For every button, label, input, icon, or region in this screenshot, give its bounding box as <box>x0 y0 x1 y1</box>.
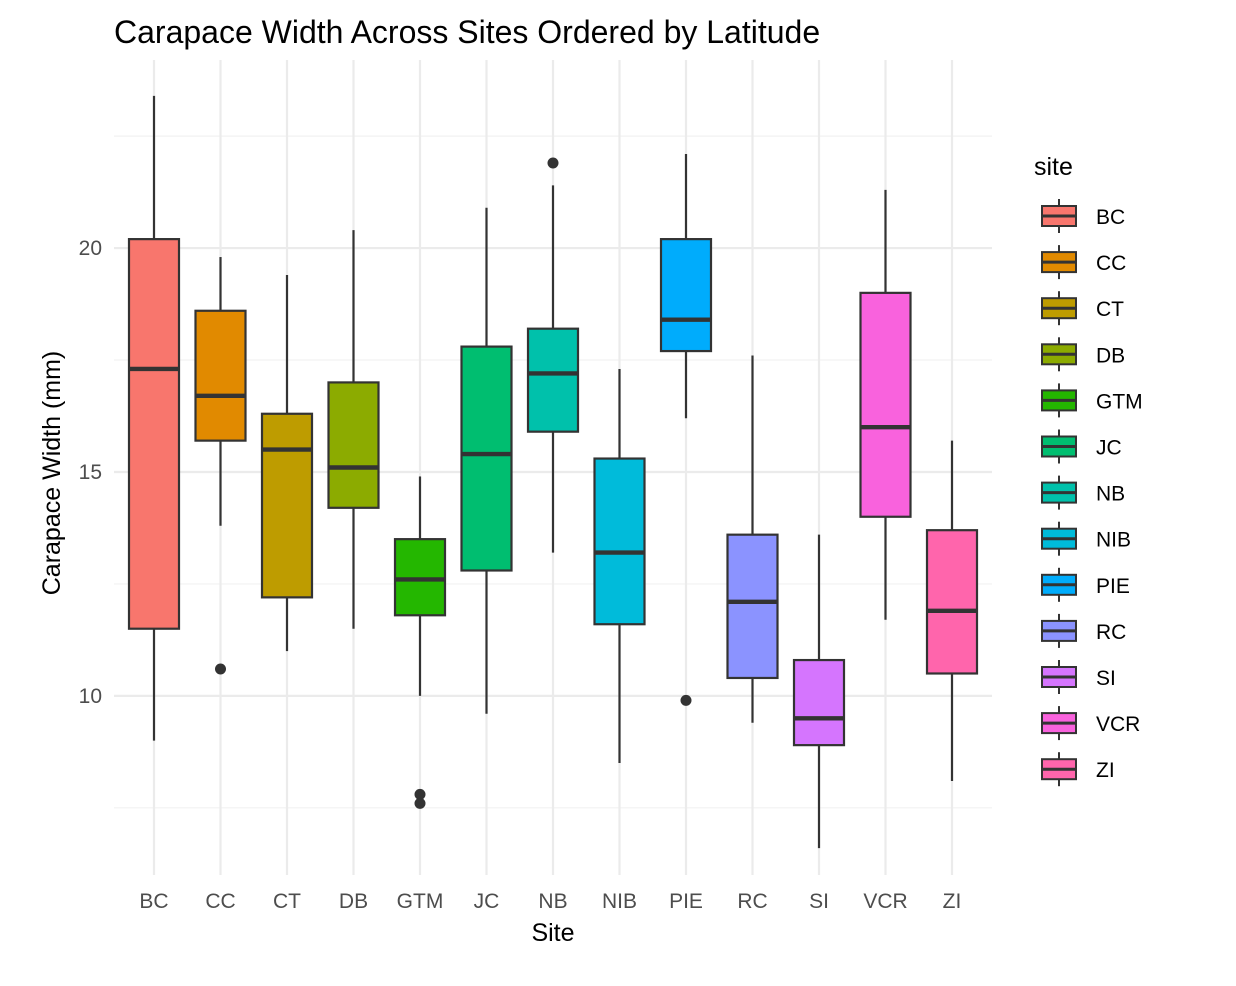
legend-label: PIE <box>1096 575 1130 598</box>
y-tick-label: 10 <box>79 685 102 708</box>
legend-label: NIB <box>1096 529 1131 552</box>
x-tick-label: NB <box>538 890 567 913</box>
legend-label: CT <box>1096 298 1124 321</box>
y-axis-ticks: 10 15 20 <box>79 237 102 708</box>
box-pie <box>659 154 713 706</box>
box-cc <box>194 257 247 675</box>
box-iqr <box>393 538 447 617</box>
legend-label: CC <box>1096 252 1126 275</box>
legend-item-cc: CC <box>1041 245 1126 280</box>
x-tick-label: PIE <box>669 890 703 913</box>
legend: site BC CC CT DB GTM JC NB NIB PIE RC SI VCR ZI <box>1034 153 1143 787</box>
x-tick-label: ZI <box>943 890 962 913</box>
x-tick-label: DB <box>339 890 368 913</box>
outlier-point <box>547 157 559 169</box>
outlier-point <box>414 788 426 800</box>
legend-label: RC <box>1096 621 1126 644</box>
legend-item-zi: ZI <box>1041 752 1115 787</box>
box-iqr <box>460 345 513 572</box>
box-bc <box>127 95 181 741</box>
x-tick-label: CC <box>205 890 235 913</box>
x-axis-title: Site <box>531 919 574 947</box>
outlier-point <box>680 694 692 706</box>
box-iqr <box>260 412 314 599</box>
boxplot-series <box>127 95 979 849</box>
y-tick-label: 15 <box>79 461 102 484</box>
x-tick-label: CT <box>273 890 301 913</box>
box-ct <box>260 274 314 652</box>
box-iqr <box>792 658 846 747</box>
box-iqr <box>526 327 580 433</box>
box-iqr <box>127 238 181 630</box>
legend-label: SI <box>1096 667 1116 690</box>
legend-item-jc: JC <box>1041 429 1122 464</box>
legend-item-pie: PIE <box>1041 567 1130 602</box>
legend-item-nib: NIB <box>1041 521 1131 556</box>
legend-item-rc: RC <box>1041 613 1126 648</box>
box-jc <box>460 207 513 714</box>
box-gtm <box>393 476 447 809</box>
x-tick-label: RC <box>737 890 767 913</box>
box-iqr <box>327 381 380 509</box>
legend-label: BC <box>1096 206 1125 229</box>
box-iqr <box>859 291 912 518</box>
y-tick-label: 20 <box>79 237 102 260</box>
legend-label: JC <box>1096 437 1122 460</box>
box-iqr <box>194 309 247 442</box>
x-axis-ticks: BC CC CT DB GTM JC NB NIB PIE RC SI VCR ZI <box>139 890 961 913</box>
legend-label: VCR <box>1096 713 1140 736</box>
outlier-point <box>414 797 426 809</box>
x-tick-label: VCR <box>863 890 907 913</box>
box-iqr <box>659 238 713 353</box>
legend-item-db: DB <box>1041 337 1125 372</box>
box-iqr <box>726 533 779 680</box>
legend-item-ct: CT <box>1041 291 1124 326</box>
legend-label: DB <box>1096 344 1125 367</box>
legend-title: site <box>1034 153 1073 181</box>
x-tick-label: SI <box>809 890 829 913</box>
x-tick-label: JC <box>474 890 500 913</box>
legend-item-si: SI <box>1041 660 1116 694</box>
box-iqr <box>925 529 979 675</box>
box-rc <box>726 355 779 723</box>
chart-title: Carapace Width Across Sites Ordered by L… <box>114 14 820 50</box>
box-si <box>792 534 846 849</box>
legend-item-vcr: VCR <box>1041 706 1140 741</box>
x-tick-label: BC <box>139 890 168 913</box>
legend-label: ZI <box>1096 759 1115 782</box>
legend-label: GTM <box>1096 390 1143 413</box>
box-nb <box>526 157 580 553</box>
box-zi <box>925 440 979 781</box>
box-db <box>327 230 380 629</box>
box-vcr <box>859 189 912 620</box>
legend-item-nb: NB <box>1041 475 1125 510</box>
x-tick-label: NIB <box>602 890 637 913</box>
y-axis-title: Carapace Width (mm) <box>38 351 66 596</box>
legend-item-gtm: GTM <box>1041 383 1143 418</box>
x-tick-label: GTM <box>397 890 444 913</box>
box-iqr <box>593 457 646 626</box>
legend-label: NB <box>1096 483 1125 506</box>
legend-item-bc: BC <box>1041 199 1125 233</box>
box-nib <box>593 368 646 764</box>
outlier-point <box>215 663 226 675</box>
